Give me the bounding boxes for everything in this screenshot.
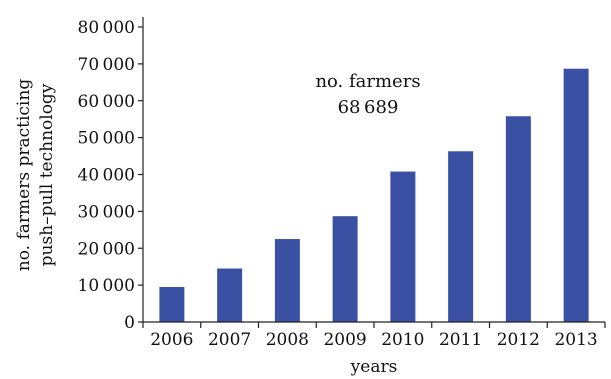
y-tick-label: 80 000 (78, 18, 135, 38)
bar-2011 (448, 151, 474, 322)
y-tick-label: 60 000 (78, 92, 135, 112)
y-tick-label: 10 000 (78, 276, 135, 296)
y-tick-label: 50 000 (78, 129, 135, 149)
y-tick-label: 30 000 (78, 202, 135, 222)
y-axis-ticks: 0 10 000 20 000 30 000 40 000 50 000 60 000 70 … (78, 18, 143, 333)
bar-2009 (332, 216, 358, 322)
x-axis-title: years (350, 357, 398, 377)
y-tick-label: 40 000 (78, 166, 135, 186)
annotation-label: no. farmers (315, 71, 420, 92)
y-axis-title-line-1: no. farmers practicing (14, 79, 34, 272)
x-tick-label: 2009 (323, 330, 366, 350)
bar-2007 (217, 268, 243, 322)
annotation-value: 68 689 (338, 97, 399, 118)
bar-2008 (274, 239, 300, 322)
x-tick-label: 2007 (208, 330, 251, 350)
x-tick-label: 2006 (150, 330, 193, 350)
x-tick-label: 2013 (554, 330, 597, 350)
x-tick-label: 2010 (381, 330, 424, 350)
bars (159, 68, 589, 322)
x-axis-ticks: 2006 2007 2008 2009 2010 2011 2012 2013 (142, 322, 606, 350)
y-tick-label: 0 (124, 313, 135, 333)
bar-2006 (159, 286, 185, 322)
bar-2013 (563, 68, 589, 322)
y-tick-label: 20 000 (78, 239, 135, 259)
bar-2012 (505, 116, 531, 322)
x-tick-label: 2011 (439, 330, 482, 350)
bar-2010 (390, 171, 416, 322)
x-tick-label: 2008 (266, 330, 309, 350)
x-tick-label: 2012 (497, 330, 540, 350)
y-tick-label: 70 000 (78, 55, 135, 75)
y-axis-title-line-2: push–pull technology (37, 83, 57, 266)
